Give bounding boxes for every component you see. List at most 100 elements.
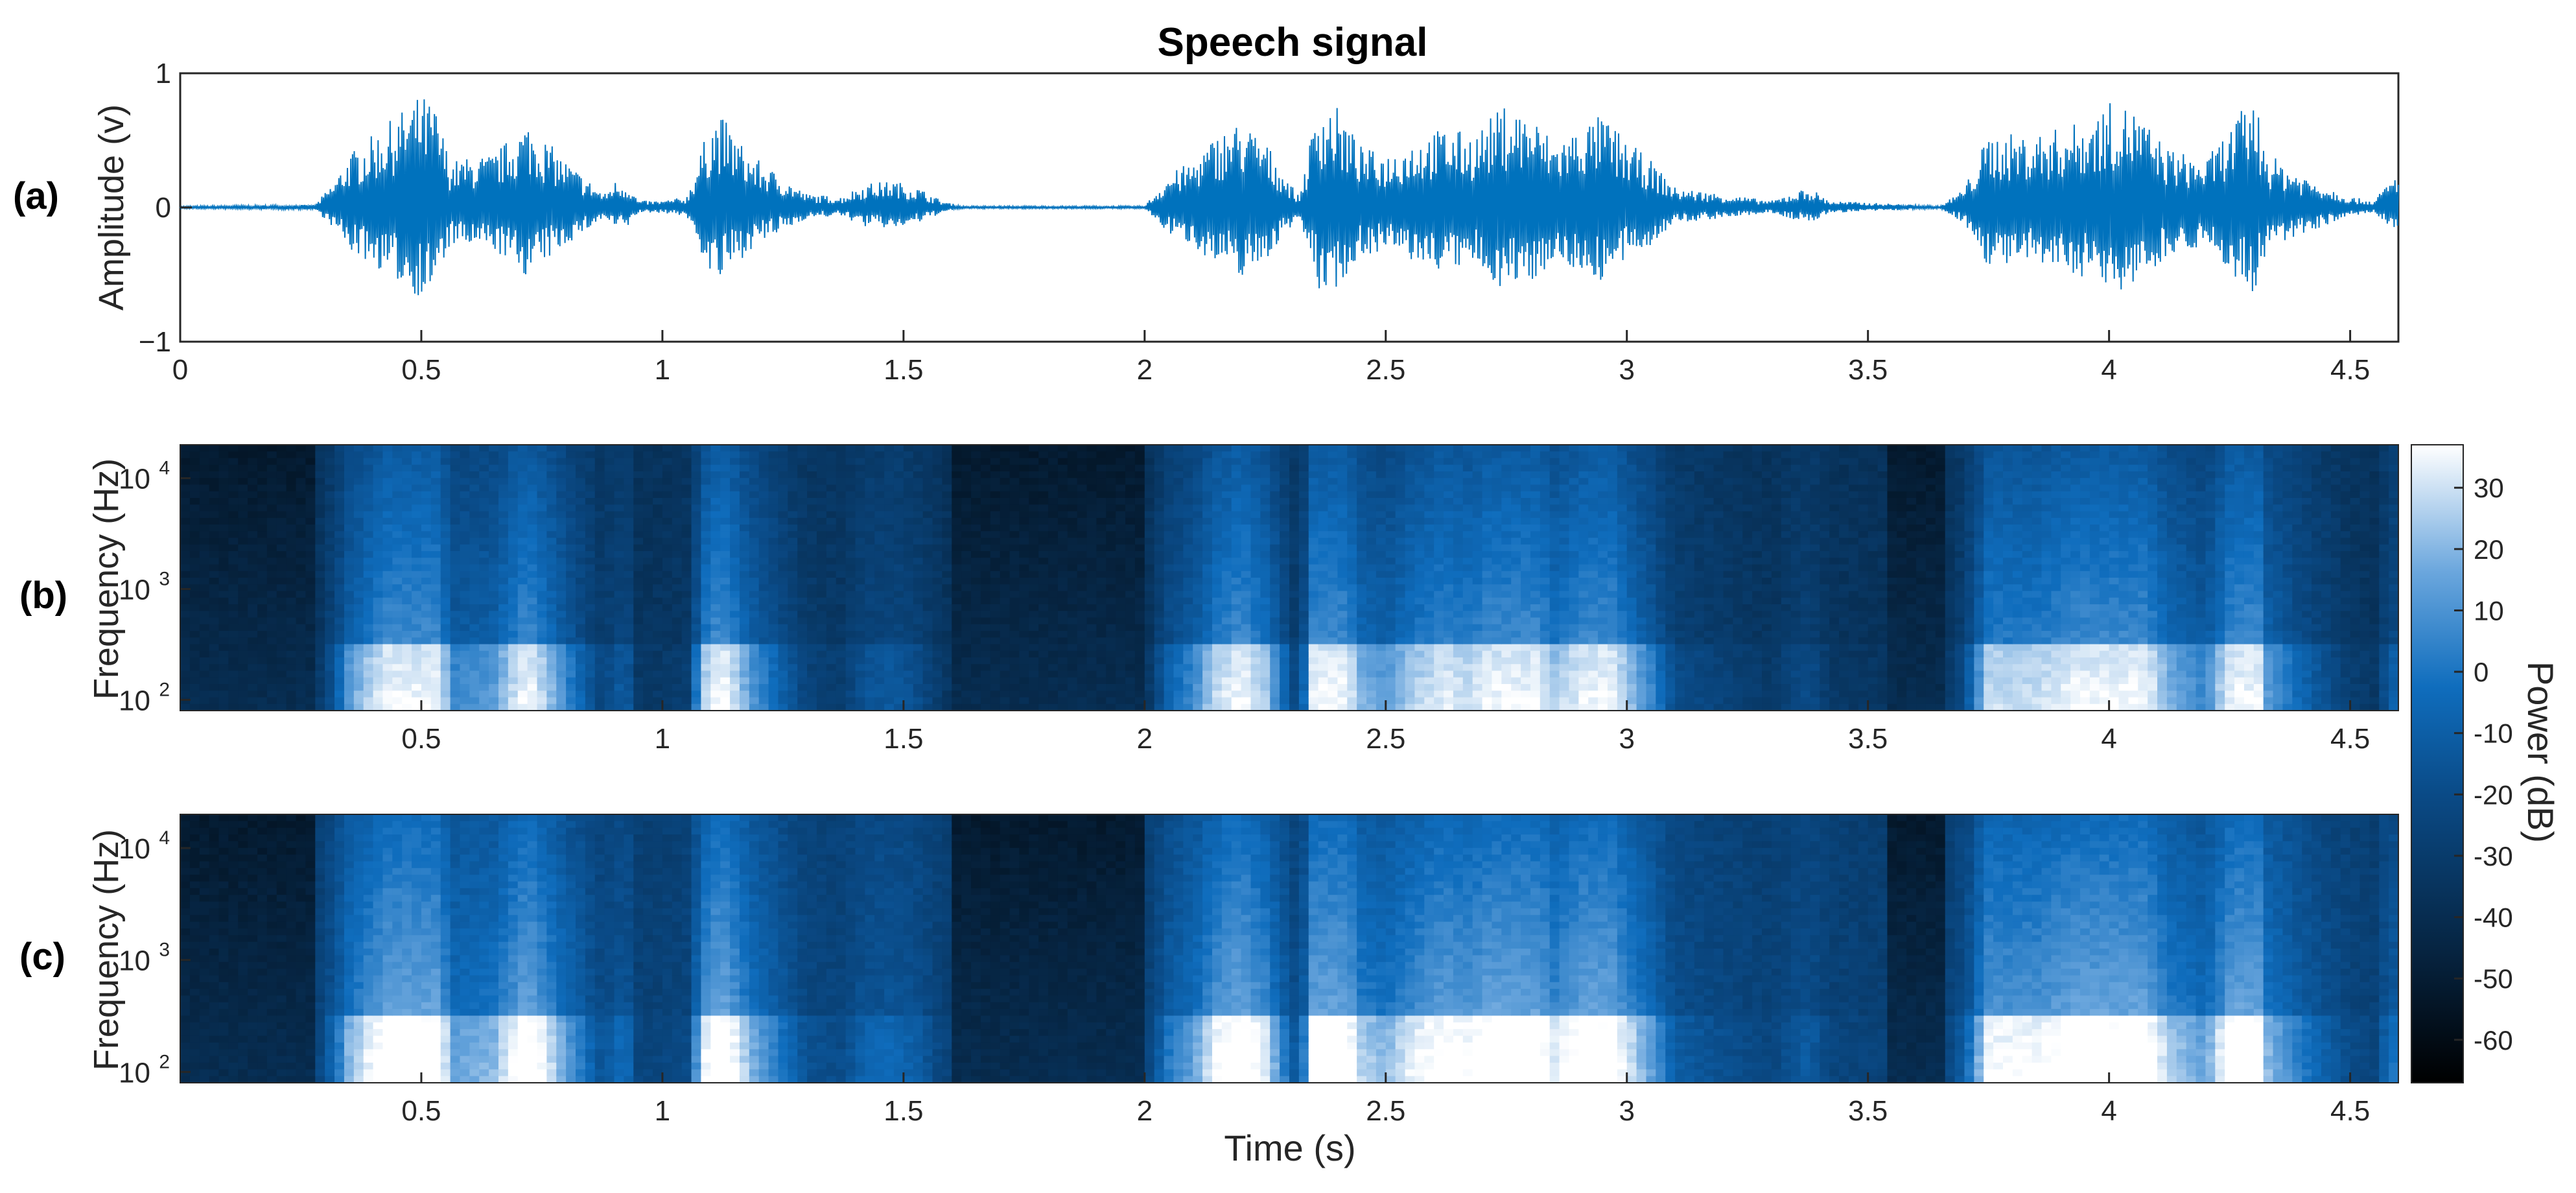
spectrogram-cell xyxy=(730,677,740,685)
spectrogram-cell xyxy=(739,544,750,552)
spectrogram-cell xyxy=(643,564,653,572)
spectrogram-cell xyxy=(344,517,355,525)
spectrogram-cell xyxy=(286,584,297,592)
spectrogram-cell xyxy=(228,498,239,506)
spectrogram-cell xyxy=(1193,484,1203,492)
spectrogram-cell xyxy=(884,584,895,592)
spectrogram-cell xyxy=(614,564,625,572)
spectrogram-cell xyxy=(604,531,615,539)
spectrogram-cell xyxy=(594,525,605,532)
spectrogram-cell xyxy=(508,531,519,539)
spectrogram-cell xyxy=(537,511,548,519)
spectrogram-cell xyxy=(315,471,325,479)
spectrogram-cell xyxy=(1231,458,1242,466)
spectrogram-cell xyxy=(730,684,740,692)
spectrogram-cell xyxy=(1357,664,1367,672)
spectrogram-cell xyxy=(672,664,683,672)
spectrogram-cell xyxy=(653,624,663,632)
spectrogram-cell xyxy=(710,558,721,565)
spectrogram-cell xyxy=(276,644,287,652)
spectrogram-cell xyxy=(710,624,721,632)
spectrogram-cell xyxy=(691,697,702,705)
spectrogram-cell xyxy=(691,604,702,612)
spectrogram-cell xyxy=(315,664,325,672)
spectrogram-cell xyxy=(1144,525,1155,532)
spectrogram-cell xyxy=(614,637,625,645)
spectrogram-cell xyxy=(836,637,847,645)
spectrogram-cell xyxy=(556,471,567,479)
spectrogram-cell xyxy=(199,478,210,486)
spectrogram-cell xyxy=(1202,637,1213,645)
spectrogram-cell xyxy=(874,531,885,539)
spectrogram-cell xyxy=(266,537,277,545)
spectrogram-cell xyxy=(903,591,914,598)
spectrogram-cell xyxy=(180,617,191,625)
spectrogram-cell xyxy=(1096,677,1107,685)
spectrogram-cell xyxy=(845,591,856,598)
spectrogram-cell xyxy=(633,445,644,453)
spectrogram-cell xyxy=(1202,478,1213,486)
spectrogram-cell xyxy=(1067,611,1078,619)
spectrogram-cell xyxy=(1057,657,1068,665)
spectrogram-cell xyxy=(392,631,403,639)
spectrogram-cell xyxy=(238,451,248,459)
spectrogram-cell xyxy=(903,531,914,539)
spectrogram-cell xyxy=(585,511,596,519)
spectrogram-cell xyxy=(576,597,586,605)
spectrogram-cell xyxy=(749,511,760,519)
spectrogram-cell xyxy=(1193,631,1203,639)
spectrogram-cell xyxy=(498,531,509,539)
spectrogram-cell xyxy=(315,551,325,559)
spectrogram-cell xyxy=(305,544,316,552)
spectrogram-cell xyxy=(884,691,895,698)
spectrogram-cell xyxy=(1057,691,1068,698)
spectrogram-cell xyxy=(257,445,268,453)
spectrogram-cell xyxy=(797,657,808,665)
spectrogram-cell xyxy=(479,525,489,532)
spectrogram-cell xyxy=(460,558,471,565)
x-tick-label: 3 xyxy=(1619,354,1634,386)
spectrogram-cell xyxy=(1337,491,1348,499)
spectrogram-cell xyxy=(739,564,750,572)
spectrogram-cell xyxy=(594,464,605,472)
spectrogram-cell xyxy=(643,471,653,479)
spectrogram-cell xyxy=(1183,617,1194,625)
spectrogram-cell xyxy=(430,537,441,545)
spectrogram-cell xyxy=(633,597,644,605)
spectrogram-cell xyxy=(392,597,403,605)
spectrogram-cell xyxy=(720,697,731,705)
spectrogram-cell xyxy=(517,478,528,486)
spectrogram-cell xyxy=(373,697,384,705)
spectrogram-cell xyxy=(1134,451,1145,459)
spectrogram-cell xyxy=(305,551,316,559)
spectrogram-cell xyxy=(836,657,847,665)
spectrogram-cell xyxy=(180,650,191,658)
spectrogram-cell xyxy=(344,451,355,459)
spectrogram-cell xyxy=(421,498,432,506)
spectrogram-cell xyxy=(1308,664,1319,672)
spectrogram-cell xyxy=(498,458,509,466)
spectrogram-cell xyxy=(1212,664,1223,672)
spectrogram-cell xyxy=(334,703,345,711)
spectrogram-cell xyxy=(392,517,403,525)
spectrogram-cell xyxy=(1106,650,1116,658)
spectrogram-cell xyxy=(604,511,615,519)
spectrogram-cell xyxy=(1221,525,1232,532)
spectrogram-cell xyxy=(1096,571,1107,578)
spectrogram-cell xyxy=(1318,458,1329,466)
spectrogram-cell xyxy=(440,504,451,512)
spectrogram-cell xyxy=(1366,544,1377,552)
spectrogram-cell xyxy=(874,558,885,565)
spectrogram-cell xyxy=(180,491,191,499)
spectrogram-cell xyxy=(797,458,808,466)
spectrogram-cell xyxy=(1057,650,1068,658)
spectrogram-cell xyxy=(373,517,384,525)
spectrogram-cell xyxy=(836,644,847,652)
spectrogram-cell xyxy=(681,584,692,592)
spectrogram-cell xyxy=(594,591,605,598)
spectrogram-cell xyxy=(1057,591,1068,598)
spectrogram-cell xyxy=(961,564,972,572)
spectrogram-cell xyxy=(643,584,653,592)
spectrogram-cell xyxy=(720,677,731,685)
spectrogram-cell xyxy=(1328,525,1339,532)
